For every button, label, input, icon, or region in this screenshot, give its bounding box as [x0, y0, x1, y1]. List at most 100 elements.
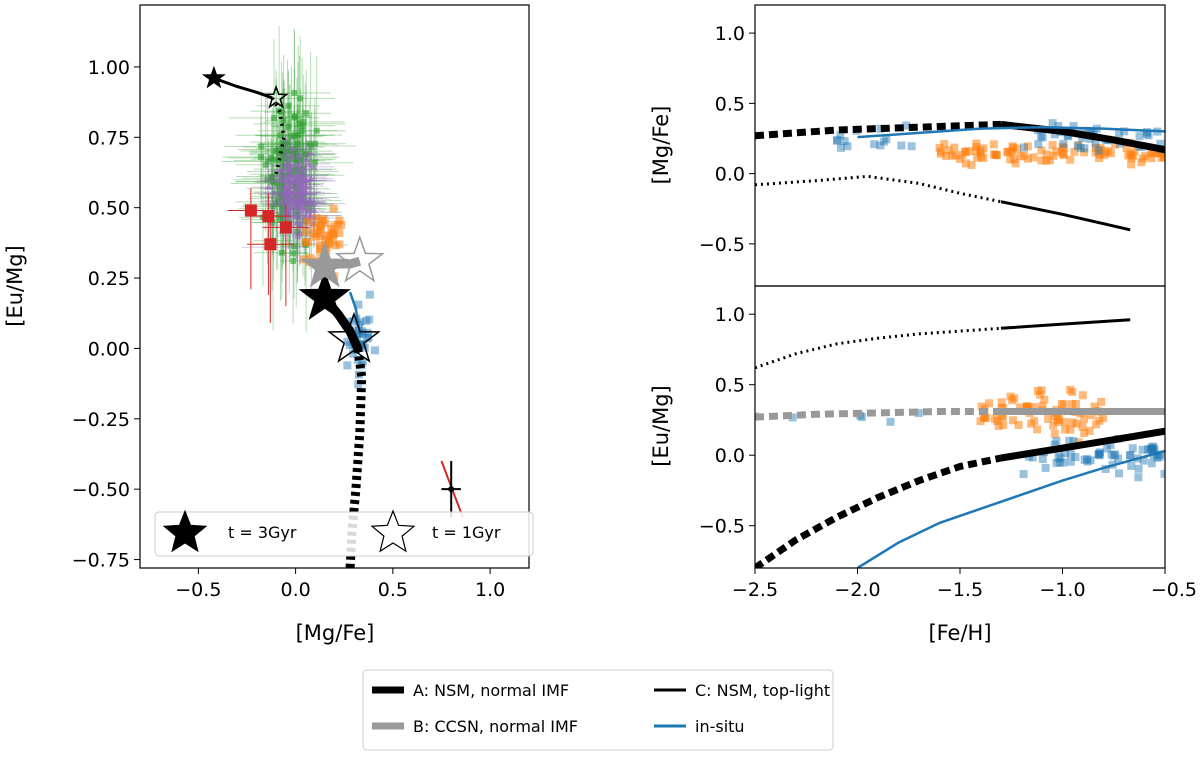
rb-blue-point	[1138, 445, 1147, 454]
rt-orange-point	[972, 142, 981, 151]
rb-ytick-label: −0.5	[699, 516, 745, 538]
purple-point	[310, 200, 318, 207]
legend-label-insitu: in-situ	[695, 717, 745, 736]
purple-point	[285, 188, 293, 195]
purple-point	[291, 199, 299, 206]
rb-blue-point	[1080, 455, 1089, 464]
rt-blue-point	[836, 131, 845, 140]
green-point	[287, 197, 294, 204]
rt-orange-point	[1029, 153, 1038, 162]
rt-blue-point	[1080, 144, 1089, 153]
rb-track-insitu	[856, 449, 1165, 568]
purple-point	[310, 207, 318, 214]
green-point	[284, 156, 291, 163]
rt-orange-point	[1049, 151, 1058, 160]
green-point	[274, 180, 281, 187]
rb-orange-point	[1054, 417, 1063, 426]
purple-point	[278, 197, 286, 204]
rb-orange-point	[1027, 419, 1036, 428]
green-point	[312, 140, 319, 147]
green-point	[297, 95, 304, 102]
rb-ytick-label: 1.0	[715, 304, 745, 326]
rb-blue-point	[1146, 444, 1155, 453]
orange-point	[316, 247, 325, 256]
rt-orange-point	[1091, 143, 1100, 152]
green-point	[291, 113, 298, 120]
rt-blue-point	[876, 141, 885, 150]
rb-blue-point	[1139, 456, 1148, 465]
purple-point	[286, 166, 294, 173]
rt-orange-point	[1008, 142, 1017, 151]
left-ytick-label: 0.25	[88, 268, 130, 290]
green-point	[270, 178, 277, 185]
rb-blue-point	[1147, 443, 1156, 452]
rt-blue-point	[1142, 128, 1151, 137]
rt-orange-point	[961, 159, 970, 168]
green-point	[290, 250, 297, 257]
open-star-marker	[327, 311, 381, 363]
green-point	[291, 132, 298, 139]
rb-blue-point	[1095, 449, 1104, 458]
rb-xtick-label: −2.0	[834, 579, 880, 601]
rt-orange-point	[971, 146, 980, 155]
orange-point	[331, 241, 340, 250]
green-point	[285, 123, 292, 130]
rb-blue-point	[1150, 445, 1159, 454]
rb-blue-point	[1156, 450, 1165, 459]
rb-blue-point	[1052, 436, 1061, 445]
purple-point	[296, 221, 304, 228]
rt-blue-point	[843, 142, 852, 151]
green-point	[302, 151, 309, 158]
green-point	[278, 249, 285, 256]
rb-orange-point	[991, 414, 1000, 423]
rt-blue-point	[1156, 139, 1165, 148]
purple-point	[298, 171, 306, 178]
rt-blue-point	[1084, 126, 1093, 135]
green-point	[294, 185, 301, 192]
left-panel-plot: −0.5 0.0 0.5 1.0 −0.75 −0.50 −0.25 0.00 0.25 0.50…	[72, 4, 530, 601]
purple-point	[292, 172, 300, 179]
rt-orange-point	[1057, 148, 1066, 157]
rt-orange-point	[1020, 151, 1029, 160]
legend-label-b: B: CCSN, normal IMF	[413, 717, 578, 736]
orange-point	[316, 223, 325, 232]
rt-blue-point	[1050, 130, 1059, 139]
green-point	[311, 159, 318, 166]
rb-orange-point	[1033, 425, 1042, 434]
purple-point	[281, 184, 289, 191]
purple-point	[302, 156, 310, 163]
track-c-solid	[213, 76, 273, 100]
rb-blue-point	[1134, 464, 1143, 473]
rt-orange-point	[961, 147, 970, 156]
rb-blue-point	[1149, 447, 1158, 456]
purple-point	[294, 176, 302, 183]
rb-blue-point	[1028, 453, 1037, 462]
green-point	[271, 114, 278, 121]
legend-open-star-icon	[370, 509, 416, 553]
rb-blue-point	[1066, 457, 1075, 466]
rb-blue-point	[788, 413, 797, 422]
rb-blue-point	[1060, 449, 1069, 458]
main-legend: A: NSM, normal IMF B: CCSN, normal IMF C…	[362, 669, 834, 751]
blue-point	[362, 316, 371, 325]
rb-blue-point	[1041, 463, 1050, 472]
purple-point	[295, 190, 303, 197]
rt-orange-point	[936, 149, 945, 158]
purple-point	[289, 145, 297, 152]
rb-blue-point	[1056, 454, 1065, 463]
purple-point	[270, 189, 278, 196]
left-frame	[139, 4, 530, 569]
rb-orange-point	[1097, 397, 1106, 406]
green-point	[291, 155, 298, 162]
rb-blue-point	[1148, 444, 1157, 453]
rb-orange-point	[1049, 421, 1058, 430]
purple-point	[300, 166, 308, 173]
purple-point	[307, 174, 315, 181]
rb-blue-point	[1134, 473, 1143, 482]
rb-blue-point	[1038, 454, 1047, 463]
rt-data-layer	[755, 119, 1165, 232]
rt-orange-point	[1059, 143, 1068, 152]
rt-orange-point	[989, 150, 998, 159]
rt-blue-point	[1135, 132, 1144, 141]
